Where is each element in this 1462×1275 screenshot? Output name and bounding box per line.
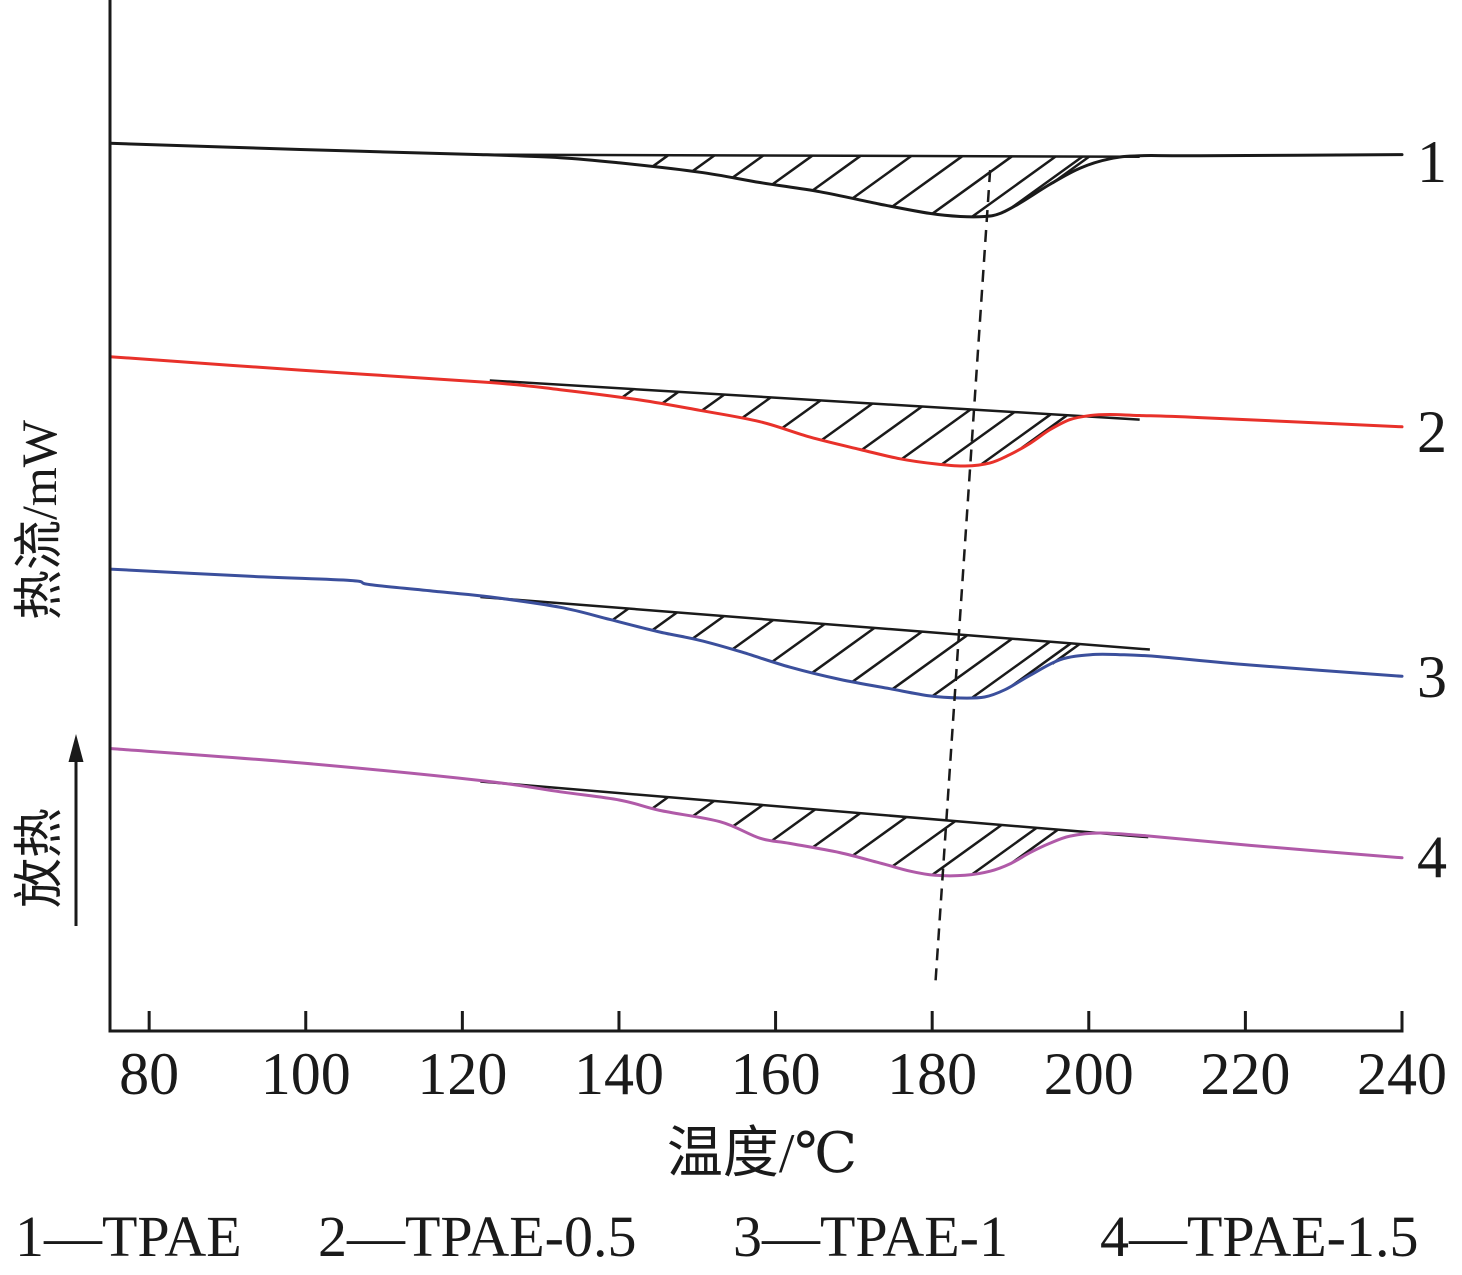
exotherm-label: 放热: [11, 808, 67, 908]
hatch-line: [931, 823, 1003, 876]
hatch-line: [691, 154, 716, 173]
legend: 1—TPAE 2—TPAE-0.5 3—TPAE-1 4—TPAE-1.5: [15, 1204, 1419, 1269]
hatch-line: [691, 799, 715, 818]
x-tick-label: 140: [574, 1041, 664, 1107]
legend-number: 3: [733, 1204, 762, 1269]
legend-series-name: TPAE-1: [820, 1204, 1008, 1269]
legend-number: 4: [1100, 1204, 1129, 1269]
hatch-line: [891, 634, 969, 691]
x-tick-label: 160: [731, 1041, 821, 1107]
hatch-line: [851, 154, 913, 200]
legend-number: 2: [318, 1204, 347, 1269]
hatch-line: [651, 154, 670, 168]
legend-series-name: TPAE: [102, 1204, 242, 1269]
hatch-line: [781, 399, 822, 430]
x-tick-label: 220: [1200, 1041, 1290, 1107]
hatch-layer: [611, 154, 1090, 876]
baseline-4: [480, 780, 1149, 839]
x-ticks: 80 100 120 140 160 180 200 220 240: [119, 1011, 1447, 1107]
hatch-line: [651, 796, 669, 810]
y-axis-title: 热流/mW: [11, 419, 67, 620]
hatch-line: [661, 390, 680, 405]
x-tick-label: 80: [119, 1041, 179, 1107]
hatch-line: [811, 812, 861, 849]
hatch-line: [861, 405, 923, 451]
hatch-line: [901, 408, 972, 461]
x-tick-label: 200: [1044, 1041, 1134, 1107]
hatch-line: [611, 607, 630, 622]
series-line-1: [108, 141, 1404, 219]
hatch-line: [971, 640, 1051, 699]
baseline-2: [489, 379, 1140, 421]
hatch-line: [811, 154, 862, 192]
hatch-line: [941, 411, 1016, 466]
hatch-line: [771, 808, 817, 842]
series-line-2: [108, 355, 1404, 468]
series-line-4: [108, 747, 1404, 878]
hatch-line: [931, 637, 1013, 698]
hatch-line: [691, 615, 725, 640]
hatch-line: [811, 626, 876, 674]
legend-number: 1: [15, 1204, 44, 1269]
series-layer: [108, 141, 1404, 878]
hatch-line: [731, 618, 774, 651]
legend-series-name: TPAE-1.5: [1187, 1204, 1419, 1269]
hatch-line: [891, 820, 957, 868]
legend-series-name: TPAE-0.5: [405, 1204, 637, 1269]
x-tick-label: 180: [887, 1041, 977, 1107]
hatch-line: [981, 413, 1052, 466]
legend-item-1: 1—TPAE: [15, 1204, 242, 1269]
x-tick-label: 120: [417, 1041, 507, 1107]
curve-label-1: 1: [1417, 129, 1447, 195]
legend-item-3: 3—TPAE-1: [733, 1204, 1008, 1269]
curve-label-2: 2: [1417, 399, 1447, 465]
hatch-line: [731, 154, 765, 179]
trend-layer: [934, 170, 992, 985]
legend-separator: —: [1128, 1204, 1188, 1269]
exotherm-arrow: [68, 734, 84, 926]
curve-label-4: 4: [1417, 824, 1447, 890]
baseline-layer: [480, 153, 1150, 839]
hatch-line: [651, 611, 678, 632]
legend-separator: —: [43, 1204, 103, 1269]
exotherm-arrow-head: [68, 734, 84, 762]
baseline-1: [480, 153, 1140, 158]
hatch-line: [741, 396, 772, 420]
x-tick-label: 100: [261, 1041, 351, 1107]
hatch-line: [731, 803, 764, 828]
curve-label-3: 3: [1417, 644, 1447, 710]
hatch-line: [891, 155, 964, 208]
hatch-line: [771, 622, 826, 663]
legend-separator: —: [761, 1204, 821, 1269]
legend-item-2: 2—TPAE-0.5: [318, 1204, 637, 1269]
hatch-line: [971, 826, 1038, 876]
hatch-line: [851, 815, 908, 857]
hatch-line: [821, 402, 874, 442]
hatch-line: [771, 154, 814, 186]
hatch-line: [851, 630, 923, 683]
x-axis-title: 温度/℃: [667, 1123, 857, 1185]
legend-separator: —: [346, 1204, 406, 1269]
hatch-line: [971, 155, 1057, 218]
hatch-line: [701, 393, 725, 412]
legend-item-4: 4—TPAE-1.5: [1100, 1204, 1419, 1269]
peak-trend-line: [934, 170, 992, 985]
series-line-3: [108, 567, 1404, 700]
hatch-line: [931, 155, 1013, 215]
baseline-3: [480, 595, 1150, 651]
x-tick-label: 240: [1357, 1041, 1447, 1107]
hatch-line: [1011, 155, 1084, 209]
